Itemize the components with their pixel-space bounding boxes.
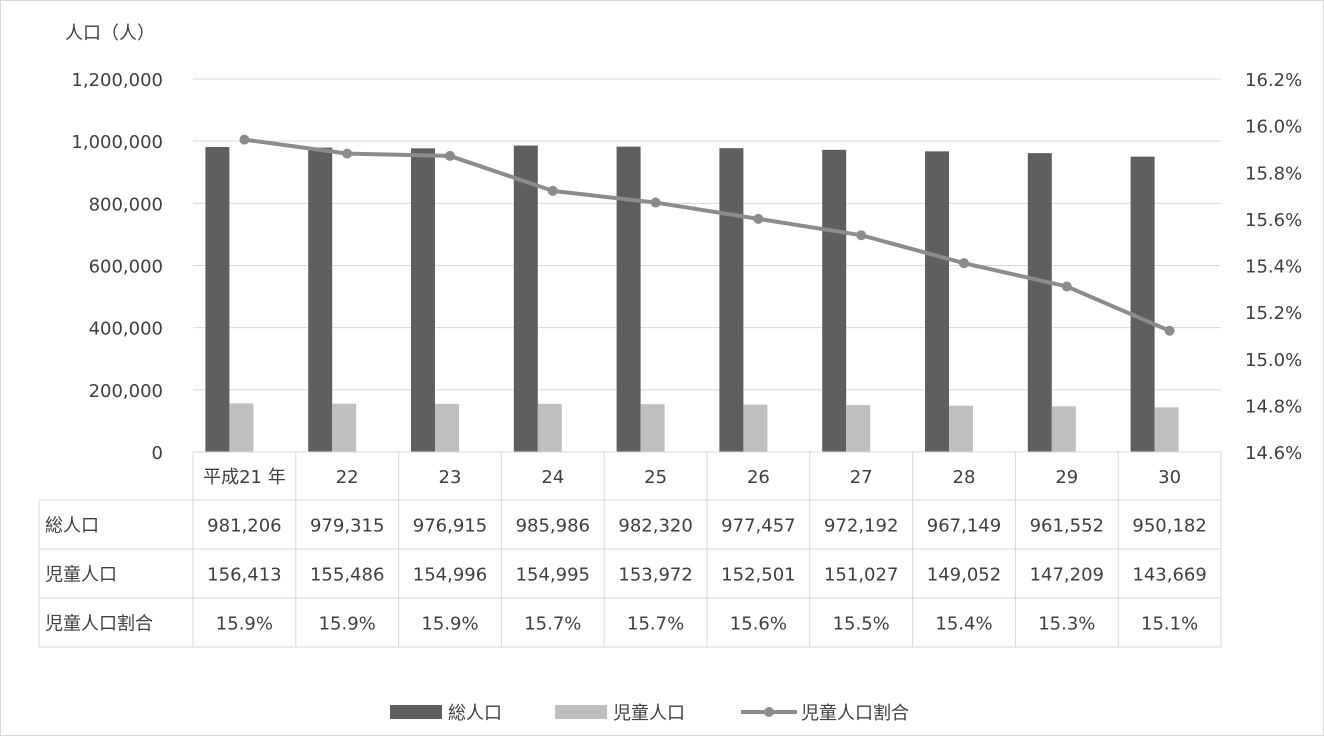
table-cell-value: 979,315	[310, 516, 384, 537]
child-ratio-point	[1164, 325, 1175, 336]
x-tick-label: 平成21 年	[203, 467, 286, 488]
bar-child-population	[949, 405, 973, 452]
table-cell-value: 15.3%	[1038, 614, 1095, 635]
legend-label-child-ratio: 児童人口割合	[801, 703, 909, 724]
table-cell-value: 155,486	[310, 565, 384, 586]
table-row-label: 児童人口割合	[45, 614, 153, 635]
child-ratio-point	[547, 185, 558, 196]
bar-child-population	[229, 403, 254, 452]
x-tick-label: 27	[850, 467, 873, 488]
legend-swatch-child-population	[555, 705, 607, 719]
table-cell-value: 967,149	[927, 516, 1001, 537]
bar-total-population	[411, 148, 435, 452]
child-ratio-point	[959, 258, 969, 269]
bar-total-population	[308, 147, 333, 452]
bar-total-population	[616, 146, 641, 452]
y-tick-label: 1,000,000	[71, 132, 163, 153]
child-ratio-point	[239, 134, 250, 145]
bar-child-population	[743, 404, 768, 452]
child-ratio-point	[342, 148, 353, 159]
y2-tick-label: 16.0%	[1245, 117, 1302, 138]
table-cell-value: 149,052	[927, 565, 1001, 586]
table-cell-value: 154,995	[516, 565, 590, 586]
table-cell-value: 15.7%	[627, 614, 684, 635]
y2-tick-label: 15.6%	[1245, 210, 1302, 231]
y-tick-label: 800,000	[89, 194, 163, 215]
child-ratio-point	[650, 197, 661, 208]
table-cell-value: 982,320	[618, 516, 692, 537]
x-tick-label: 28	[953, 467, 976, 488]
y2-tick-label: 15.8%	[1245, 163, 1302, 184]
y-tick-label: 0	[152, 443, 163, 464]
y2-tick-label: 15.0%	[1245, 350, 1302, 371]
y2-tick-label: 15.2%	[1245, 303, 1302, 324]
table-cell-value: 152,501	[721, 565, 795, 586]
child-ratio-point	[753, 213, 764, 224]
table-cell-value: 154,996	[413, 565, 487, 586]
table-cell-value: 950,182	[1132, 516, 1206, 537]
table-cell-value: 147,209	[1030, 565, 1104, 586]
y2-tick-label: 15.4%	[1245, 257, 1302, 278]
bar-total-population	[205, 147, 230, 452]
table-cell-value: 15.1%	[1141, 614, 1198, 635]
bar-child-population	[332, 403, 357, 452]
table-cell-value: 156,413	[207, 565, 281, 586]
x-tick-label: 29	[1055, 467, 1078, 488]
x-tick-label: 26	[747, 467, 770, 488]
table-cell-value: 15.6%	[730, 614, 787, 635]
bar-child-population	[435, 403, 459, 452]
table-cell-value: 15.9%	[216, 614, 273, 635]
bar-total-population	[1130, 156, 1155, 452]
table-cell-value: 977,457	[721, 516, 795, 537]
legend-label-total-population: 総人口	[448, 703, 502, 724]
table-cell-value: 15.7%	[524, 614, 581, 635]
y2-tick-label: 16.2%	[1245, 70, 1302, 91]
table-cell-value: 143,669	[1132, 565, 1206, 586]
bar-child-population	[1154, 407, 1179, 452]
y2-tick-label: 14.8%	[1245, 396, 1302, 417]
table-cell-value: 151,027	[824, 565, 898, 586]
x-tick-label: 24	[541, 467, 564, 488]
table-cell-value: 985,986	[516, 516, 590, 537]
x-tick-label: 25	[644, 467, 667, 488]
child-ratio-point	[856, 230, 867, 241]
child-ratio-point	[445, 150, 455, 161]
bar-total-population	[822, 149, 847, 453]
table-row-label: 総人口	[45, 516, 99, 537]
legend-swatch-total-population	[390, 705, 442, 719]
table-cell-value: 153,972	[618, 565, 692, 586]
bar-child-population	[537, 403, 562, 452]
table-cell-value: 15.9%	[421, 614, 478, 635]
table-row-label: 児童人口	[45, 565, 117, 586]
child-ratio-point	[1061, 281, 1072, 292]
bar-child-population	[846, 405, 871, 452]
x-tick-label: 23	[439, 467, 462, 488]
bar-total-population	[513, 145, 538, 452]
y-tick-label: 600,000	[89, 257, 163, 278]
bar-child-population	[640, 404, 665, 452]
x-tick-label: 22	[336, 467, 359, 488]
y-tick-label: 1,200,000	[71, 70, 163, 91]
table-cell-value: 976,915	[413, 516, 487, 537]
table-cell-value: 15.9%	[319, 614, 376, 635]
child-ratio-line	[244, 137, 1171, 333]
y2-tick-label: 14.6%	[1245, 443, 1302, 464]
x-tick-label: 30	[1158, 467, 1181, 488]
y-tick-label: 200,000	[89, 381, 163, 402]
table-cell-value: 961,552	[1030, 516, 1104, 537]
table-cell-value: 15.4%	[935, 614, 992, 635]
y-axis-label: 人口（人）	[65, 23, 155, 44]
bar-total-population	[719, 148, 744, 453]
table-cell-value: 972,192	[824, 516, 898, 537]
y-tick-label: 400,000	[89, 319, 163, 340]
bar-total-population	[925, 151, 949, 452]
legend-marker-child-ratio	[764, 707, 774, 717]
table-cell-value: 981,206	[207, 516, 281, 537]
bar-total-population	[1027, 153, 1052, 452]
legend-label-child-population: 児童人口	[613, 703, 685, 724]
table-cell-value: 15.5%	[833, 614, 890, 635]
bar-child-population	[1051, 406, 1076, 452]
